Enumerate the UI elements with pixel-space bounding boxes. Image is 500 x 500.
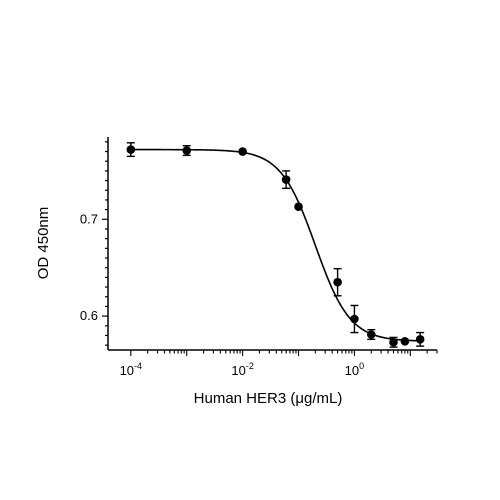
x-axis-title: Human HER3 (μg/mL) — [194, 390, 343, 407]
data-point — [281, 175, 291, 184]
x-tick-label: 10-4 — [120, 361, 142, 378]
x-tick-label: 100 — [345, 361, 364, 378]
y-tick-label: 0.7 — [80, 211, 98, 226]
data-point — [238, 147, 247, 156]
data-point — [366, 330, 376, 339]
data-points — [126, 145, 425, 347]
data-point — [389, 337, 398, 347]
data-point — [333, 277, 342, 287]
axes: 0.6 0.7 10-4 10-2 100 — [80, 137, 438, 378]
error-bars — [126, 142, 425, 348]
y-axis-title: OD 450nm — [35, 207, 52, 280]
data-point — [294, 202, 303, 212]
data-point — [400, 336, 410, 346]
data-point — [126, 145, 136, 154]
x-tick-label: 10-2 — [231, 361, 253, 378]
data-point — [350, 314, 359, 324]
y-ticks: 0.6 0.7 — [80, 141, 108, 346]
y-tick-label: 0.6 — [80, 308, 98, 323]
data-point — [182, 146, 192, 155]
fit-curve — [130, 148, 421, 342]
data-point — [415, 335, 425, 344]
x-ticks: 10-4 10-2 100 — [120, 350, 438, 378]
